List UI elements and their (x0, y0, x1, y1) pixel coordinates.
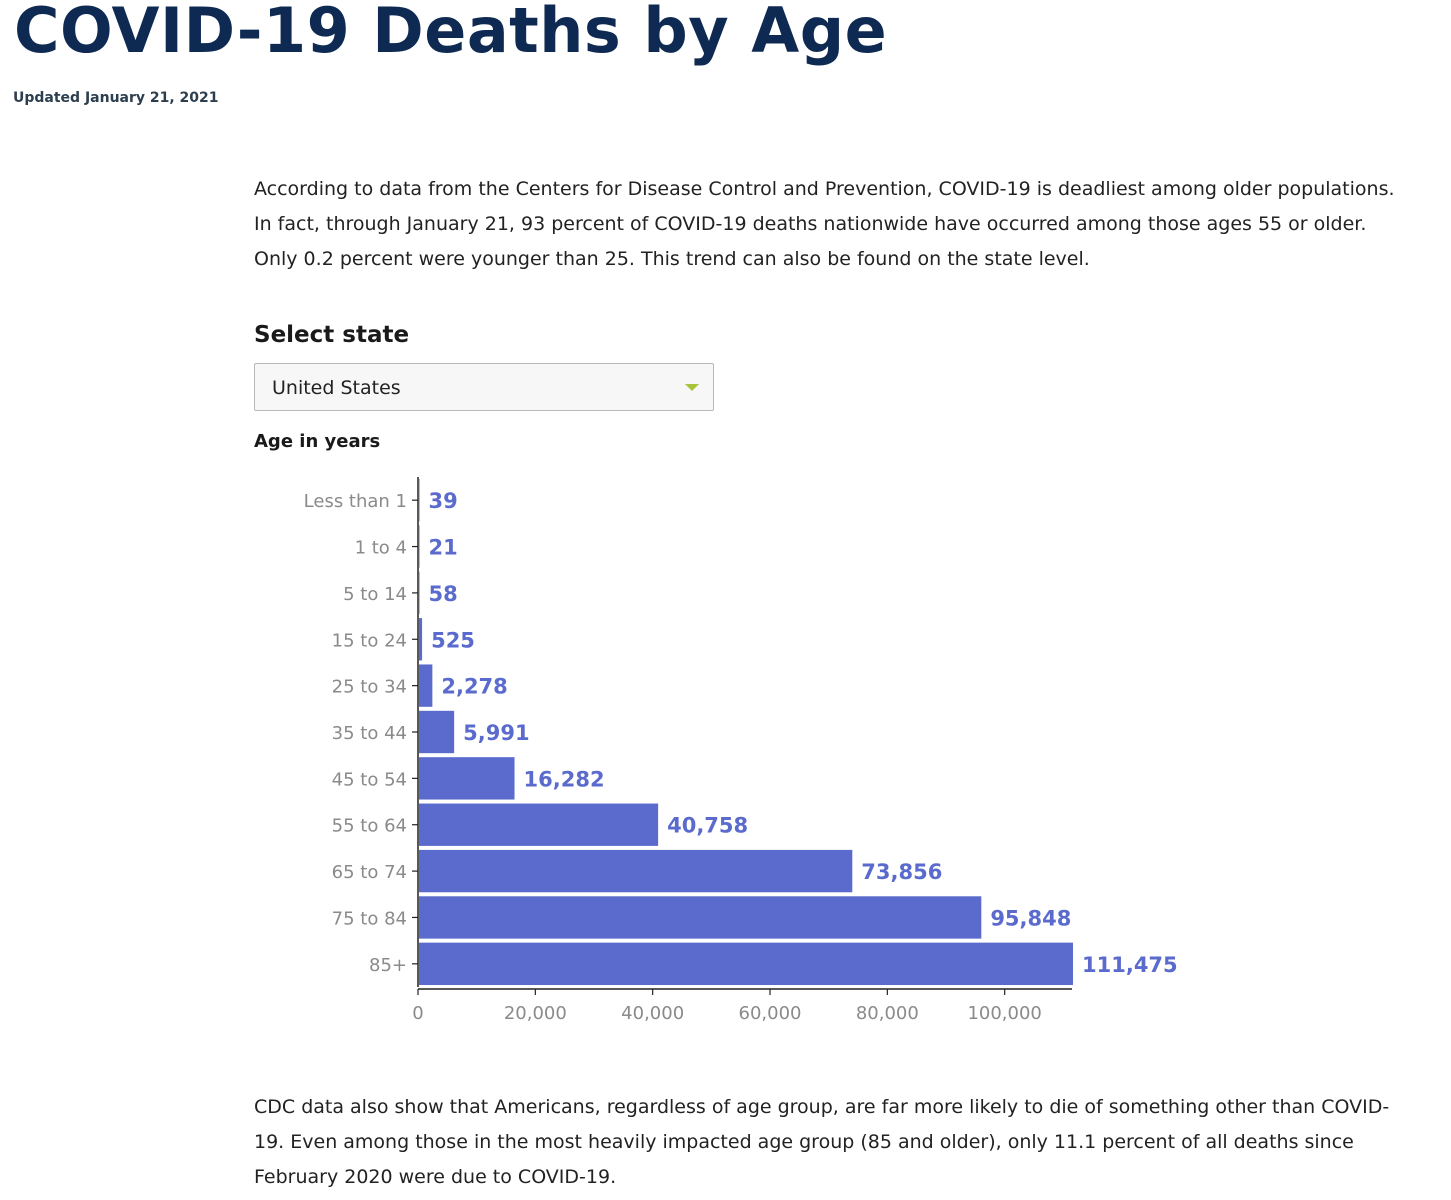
bar-value-label: 58 (429, 582, 458, 606)
bar (419, 664, 433, 707)
intro-paragraph: According to data from the Centers for D… (254, 178, 1395, 270)
x-tick-label: 80,000 (856, 1003, 919, 1024)
y-tick-label: 35 to 44 (332, 723, 407, 744)
chevron-down-icon (685, 384, 699, 391)
bar (419, 479, 420, 522)
bar-value-label: 2,278 (441, 675, 507, 699)
bar (419, 896, 982, 939)
y-tick-label: 65 to 74 (332, 862, 407, 883)
y-tick-label: 25 to 34 (332, 677, 407, 698)
bar-value-label: 21 (429, 536, 458, 560)
bar-value-label: 40,758 (667, 814, 748, 838)
page-title: COVID-19 Deaths by Age (14, 0, 888, 67)
bar (419, 942, 1073, 985)
y-tick-label: 55 to 64 (332, 816, 407, 837)
y-tick-label: 45 to 54 (332, 769, 407, 790)
bar-value-label: 111,475 (1082, 953, 1178, 977)
select-state-label: Select state (254, 322, 410, 348)
y-tick-label: 1 to 4 (355, 538, 407, 559)
bar-value-label: 73,856 (861, 860, 942, 884)
bar (419, 710, 455, 754)
bar (419, 803, 659, 846)
y-tick-label: 5 to 14 (343, 584, 407, 605)
y-axis-title: Age in years (254, 431, 381, 452)
bar (419, 618, 423, 661)
updated-date: Updated January 21, 2021 (13, 90, 219, 106)
bar (419, 525, 420, 568)
state-select-value: United States (272, 377, 401, 399)
outro-paragraph: CDC data also show that Americans, regar… (254, 1096, 1390, 1188)
x-tick-label: 60,000 (739, 1003, 802, 1024)
x-tick-label: 40,000 (621, 1003, 684, 1024)
y-tick-label: Less than 1 (304, 491, 407, 512)
x-tick-label: 100,000 (967, 1003, 1041, 1024)
bar-value-label: 39 (429, 489, 458, 513)
x-tick-label: 20,000 (504, 1003, 567, 1024)
y-tick-label: 75 to 84 (332, 908, 407, 929)
bar (419, 571, 420, 615)
state-select[interactable]: United States (254, 363, 714, 411)
x-tick-label: 0 (412, 1003, 423, 1024)
bar-value-label: 95,848 (990, 906, 1071, 930)
bar (419, 757, 515, 800)
bar-value-label: 525 (431, 628, 475, 652)
bar-value-label: 16,282 (524, 767, 605, 791)
y-tick-label: 15 to 24 (332, 630, 407, 651)
bar-value-label: 5,991 (463, 721, 529, 745)
bar (419, 849, 853, 893)
y-tick-label: 85+ (369, 955, 407, 976)
